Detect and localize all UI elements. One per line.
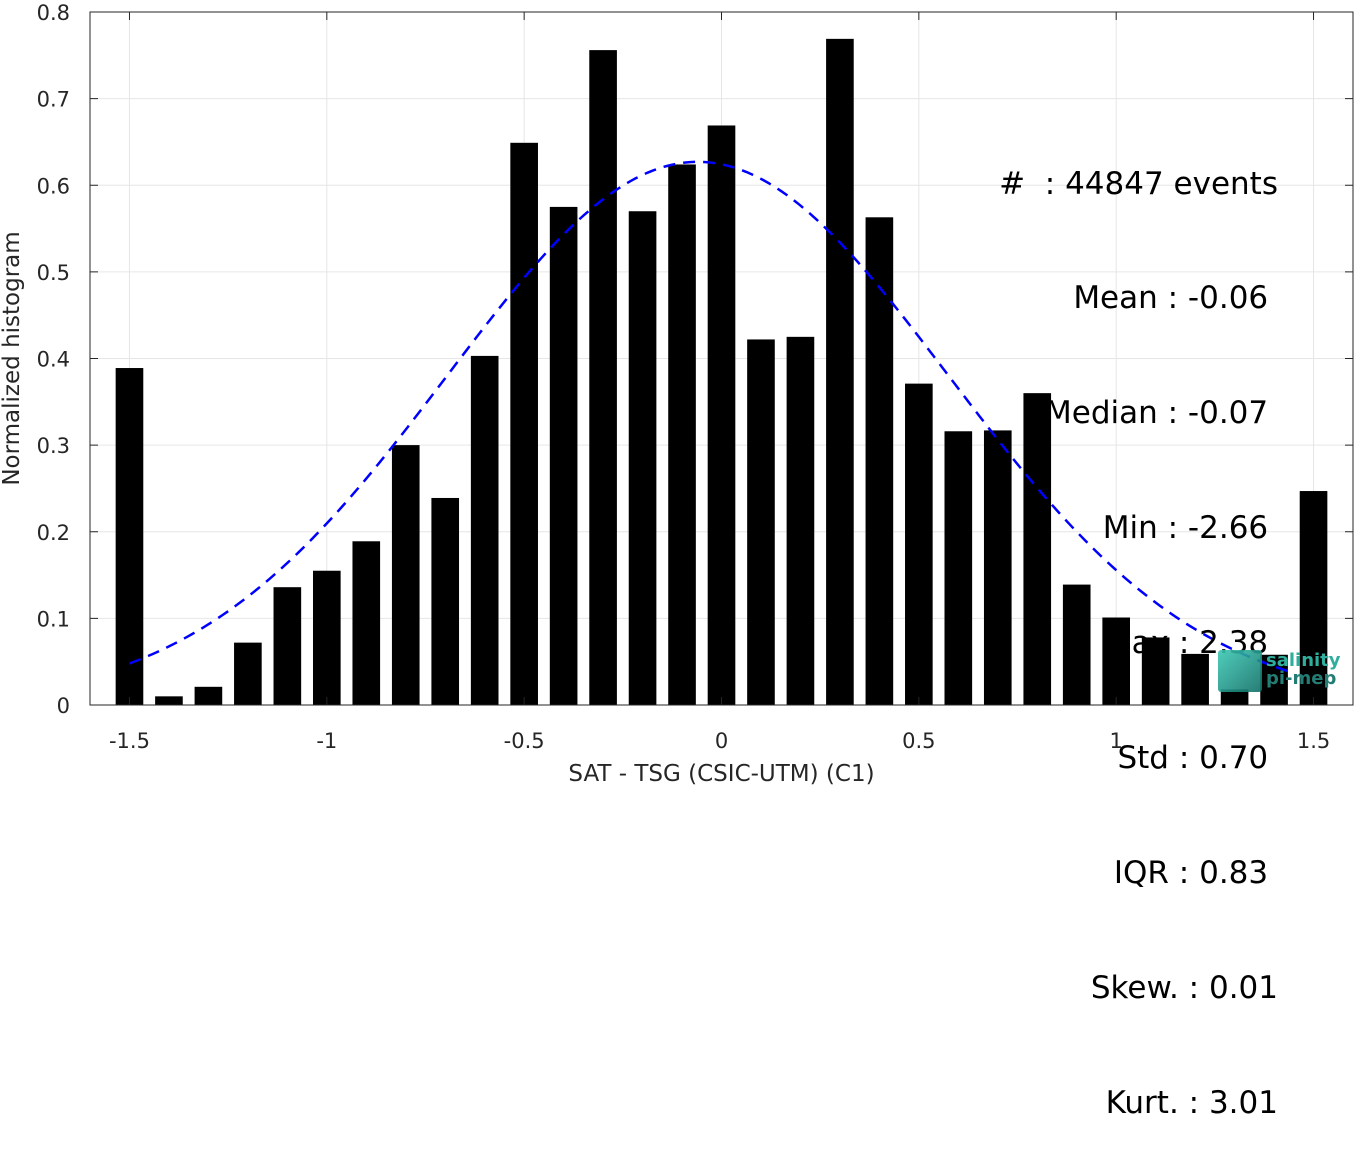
histogram-bar — [273, 587, 302, 705]
y-tick-label: 0 — [57, 694, 70, 718]
stat-skew: Skew. : 0.01 — [1090, 969, 1278, 1006]
y-tick-label: 0.4 — [37, 348, 70, 372]
x-tick-label: -1.5 — [109, 729, 150, 753]
x-tick-label: 0 — [715, 729, 728, 753]
y-tick-label: 0.8 — [37, 1, 70, 25]
x-tick-label: 1 — [1110, 729, 1123, 753]
x-tick-label: 1.5 — [1297, 729, 1330, 753]
bars — [115, 38, 1328, 706]
histogram-bar — [983, 430, 1012, 705]
histogram-bar — [1102, 617, 1131, 705]
x-tick-label: -0.5 — [504, 729, 545, 753]
stat-mean: Mean : -0.06 — [1073, 280, 1278, 317]
histogram-bar — [155, 696, 183, 705]
logo-line-2: pi-mep — [1266, 668, 1337, 689]
x-tick-label: -1 — [316, 729, 337, 753]
stat-kurt: Kurt. : 3.01 — [1105, 1084, 1278, 1121]
stat-std: Std : 0.70 — [1117, 740, 1278, 777]
salinity-pimep-logo: salinity pi-mep — [1218, 648, 1346, 694]
histogram-bar — [786, 336, 815, 705]
stat-min: Min : -2.66 — [1102, 510, 1278, 547]
y-tick-label: 0.5 — [37, 261, 70, 285]
histogram-bar — [747, 339, 775, 705]
x-tick-label: 0.5 — [902, 729, 935, 753]
histogram-bar — [826, 38, 854, 705]
histogram-bar — [589, 50, 617, 706]
histogram-chart: -1.5 -1 -0.5 0 0.5 1 1.5 0 0.1 0.2 0.3 0.4 0.5 0.6 0.… — [0, 1, 1354, 785]
histogram-bar — [549, 206, 578, 705]
histogram-bar — [668, 164, 696, 705]
histogram-bar — [1023, 393, 1052, 705]
tick-marks — [90, 11, 1353, 706]
histogram-bar — [1181, 653, 1209, 705]
stat-median: Median : -0.07 — [1045, 395, 1278, 432]
x-tick-labels: -1.5 -1 -0.5 0 0.5 1 1.5 — [109, 729, 1330, 753]
y-tick-label: 0.2 — [37, 521, 70, 545]
histogram-bar — [905, 383, 933, 705]
y-tick-labels: 0 0.1 0.2 0.3 0.4 0.5 0.6 0.7 0.8 — [37, 1, 70, 718]
gaussian-fit-curve — [129, 160, 1295, 675]
y-tick-label: 0.1 — [37, 607, 70, 631]
histogram-bar — [234, 642, 262, 705]
logo-line-1: salinity — [1266, 650, 1341, 671]
histogram-bar — [865, 217, 894, 705]
histogram-bar — [391, 445, 420, 705]
statistics-box: # : 44847 events Mean : -0.06 Median : -… — [999, 88, 1278, 1160]
histogram-bar — [352, 541, 381, 705]
histogram-bar — [470, 355, 499, 705]
stat-iqr: IQR : 0.83 — [1113, 854, 1278, 891]
y-axis-label: Normalized histogram — [0, 231, 25, 485]
histogram-bar — [115, 368, 144, 705]
histogram-bar — [510, 142, 538, 705]
y-tick-label: 0.7 — [37, 88, 70, 112]
histogram-bar — [1062, 584, 1091, 705]
y-tick-label: 0.3 — [37, 434, 70, 458]
histogram-bar — [1141, 637, 1170, 705]
histogram-bar — [707, 125, 736, 705]
histogram-bar — [194, 686, 223, 705]
histogram-bar — [1299, 491, 1328, 705]
histogram-bar — [312, 570, 341, 705]
histogram-bar — [431, 497, 460, 705]
histogram-bar — [944, 431, 973, 705]
histogram-bar — [628, 211, 657, 706]
y-tick-label: 0.6 — [37, 174, 70, 198]
logo-mark-icon — [1218, 650, 1262, 692]
stat-events: # : 44847 events — [999, 165, 1278, 202]
x-axis-label: SAT - TSG (CSIC-UTM) (C1) — [568, 761, 874, 785]
histogram-bar — [1220, 689, 1249, 705]
